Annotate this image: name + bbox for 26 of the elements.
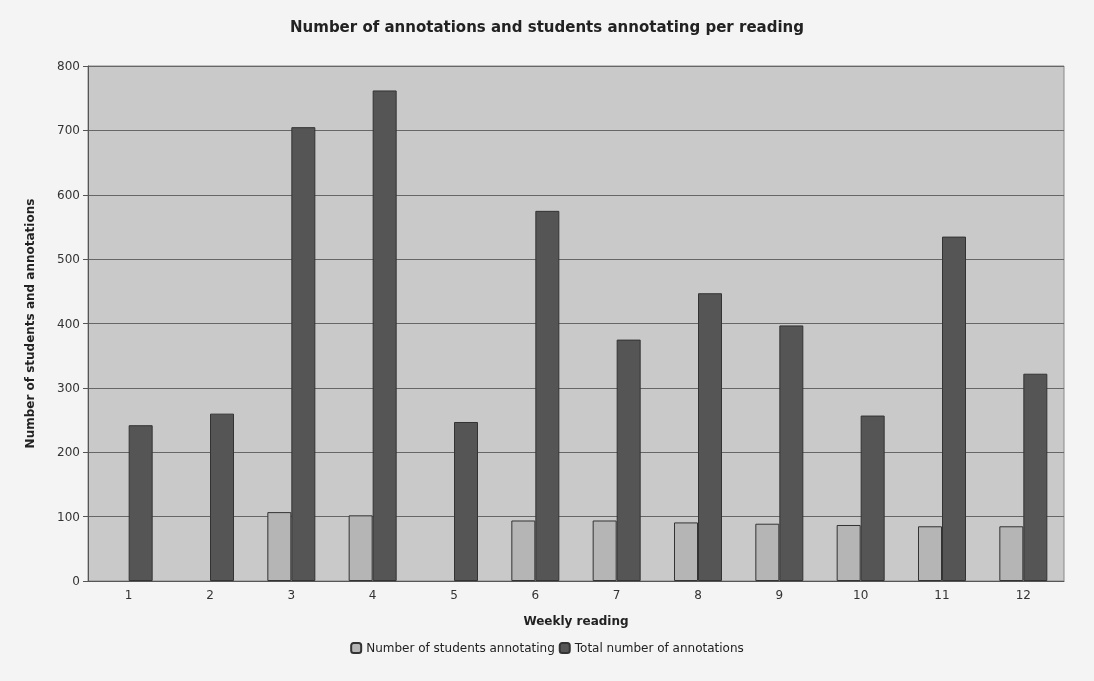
x-tick-label: 12 — [1015, 588, 1031, 602]
x-tick-label: 10 — [853, 588, 869, 602]
y-tick-label: 700 — [57, 123, 80, 138]
chart-title: Number of annotations and students annotating per reading — [290, 17, 804, 36]
x-tick-label: 5 — [450, 588, 458, 602]
x-tick-label: 11 — [934, 588, 950, 602]
legend-label: Total number of annotations — [573, 641, 744, 655]
y-tick-label: 200 — [57, 445, 80, 460]
y-tick-label: 500 — [57, 252, 80, 267]
y-tick-label: 100 — [57, 509, 80, 524]
x-tick-label: 6 — [531, 588, 540, 602]
y-tick-label: 0 — [72, 574, 80, 588]
y-tick-label: 400 — [57, 316, 80, 331]
x-tick-label: 8 — [694, 588, 702, 602]
y-axis-title: Number of students and annotations — [23, 198, 37, 449]
x-tick-label: 7 — [612, 588, 621, 602]
x-tick-label: 2 — [206, 588, 214, 602]
x-tick-label: 1 — [124, 588, 133, 602]
y-tick-label: 600 — [57, 187, 80, 202]
x-axis-title: Weekly reading — [523, 614, 629, 628]
x-tick-label: 9 — [775, 588, 784, 602]
legend-label: Number of students annotating — [366, 641, 555, 655]
x-tick-label: 4 — [368, 588, 377, 602]
y-tick-label: 800 — [57, 59, 80, 73]
x-tick-label: 3 — [287, 588, 296, 602]
y-tick-label: 300 — [57, 380, 80, 395]
